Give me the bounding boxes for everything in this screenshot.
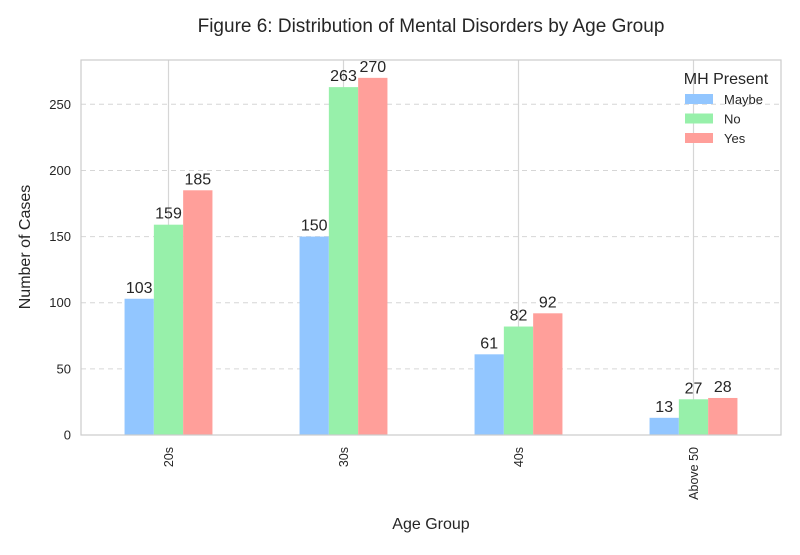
bar-no [678, 399, 709, 435]
chart-title: Figure 6: Distribution of Mental Disorde… [198, 16, 665, 37]
x-tick-label: 30s [337, 447, 351, 467]
bar-maybe [299, 236, 329, 435]
x-tick-label: 20s [162, 447, 176, 467]
y-tick-label: 200 [49, 163, 71, 178]
bar-no [328, 87, 359, 436]
y-tick-label: 50 [57, 361, 71, 376]
bar-yes [358, 77, 388, 435]
data-label: 103 [126, 280, 153, 297]
legend-swatch-maybe [685, 94, 713, 104]
bar-maybe [649, 417, 679, 435]
data-label: 82 [510, 308, 528, 325]
legend-label: Maybe [724, 92, 763, 107]
x-tick-label: Above 50 [687, 447, 701, 500]
legend-swatch-no [685, 113, 713, 124]
data-label: 150 [301, 218, 328, 235]
x-axis-label: Age Group [392, 516, 469, 533]
data-label: 13 [655, 399, 673, 416]
bar-no [153, 224, 184, 435]
plot-area: 103 150 61 13 159 263 82 27 185 270 92 28 0 50 100 150 2… [49, 59, 782, 500]
legend-label: No [724, 112, 741, 127]
bar-yes [183, 190, 213, 435]
data-label: 159 [155, 206, 182, 223]
bar-maybe [124, 298, 154, 435]
data-label: 185 [184, 171, 211, 188]
data-label: 270 [359, 59, 386, 76]
legend-swatch-yes [685, 133, 713, 143]
legend-title: MH Present [684, 71, 769, 88]
y-tick-label: 150 [49, 229, 71, 244]
data-label: 27 [685, 380, 703, 397]
bar-yes [708, 397, 738, 435]
x-tick-label: 40s [512, 447, 526, 467]
plot-frame [80, 59, 782, 436]
y-tick-label: 100 [49, 295, 71, 310]
legend: MH Present Maybe No Yes [684, 71, 769, 146]
bar-no [503, 326, 534, 435]
data-label: 28 [714, 379, 732, 396]
data-label: 61 [480, 335, 498, 352]
legend-label: Yes [724, 131, 746, 146]
data-label: 263 [330, 68, 357, 85]
data-label: 92 [539, 294, 557, 311]
bar-yes [533, 313, 563, 435]
y-tick-label: 0 [64, 428, 71, 443]
y-axis-label: Number of Cases [17, 185, 34, 310]
y-tick-label: 250 [49, 97, 71, 112]
bar-maybe [474, 354, 504, 435]
